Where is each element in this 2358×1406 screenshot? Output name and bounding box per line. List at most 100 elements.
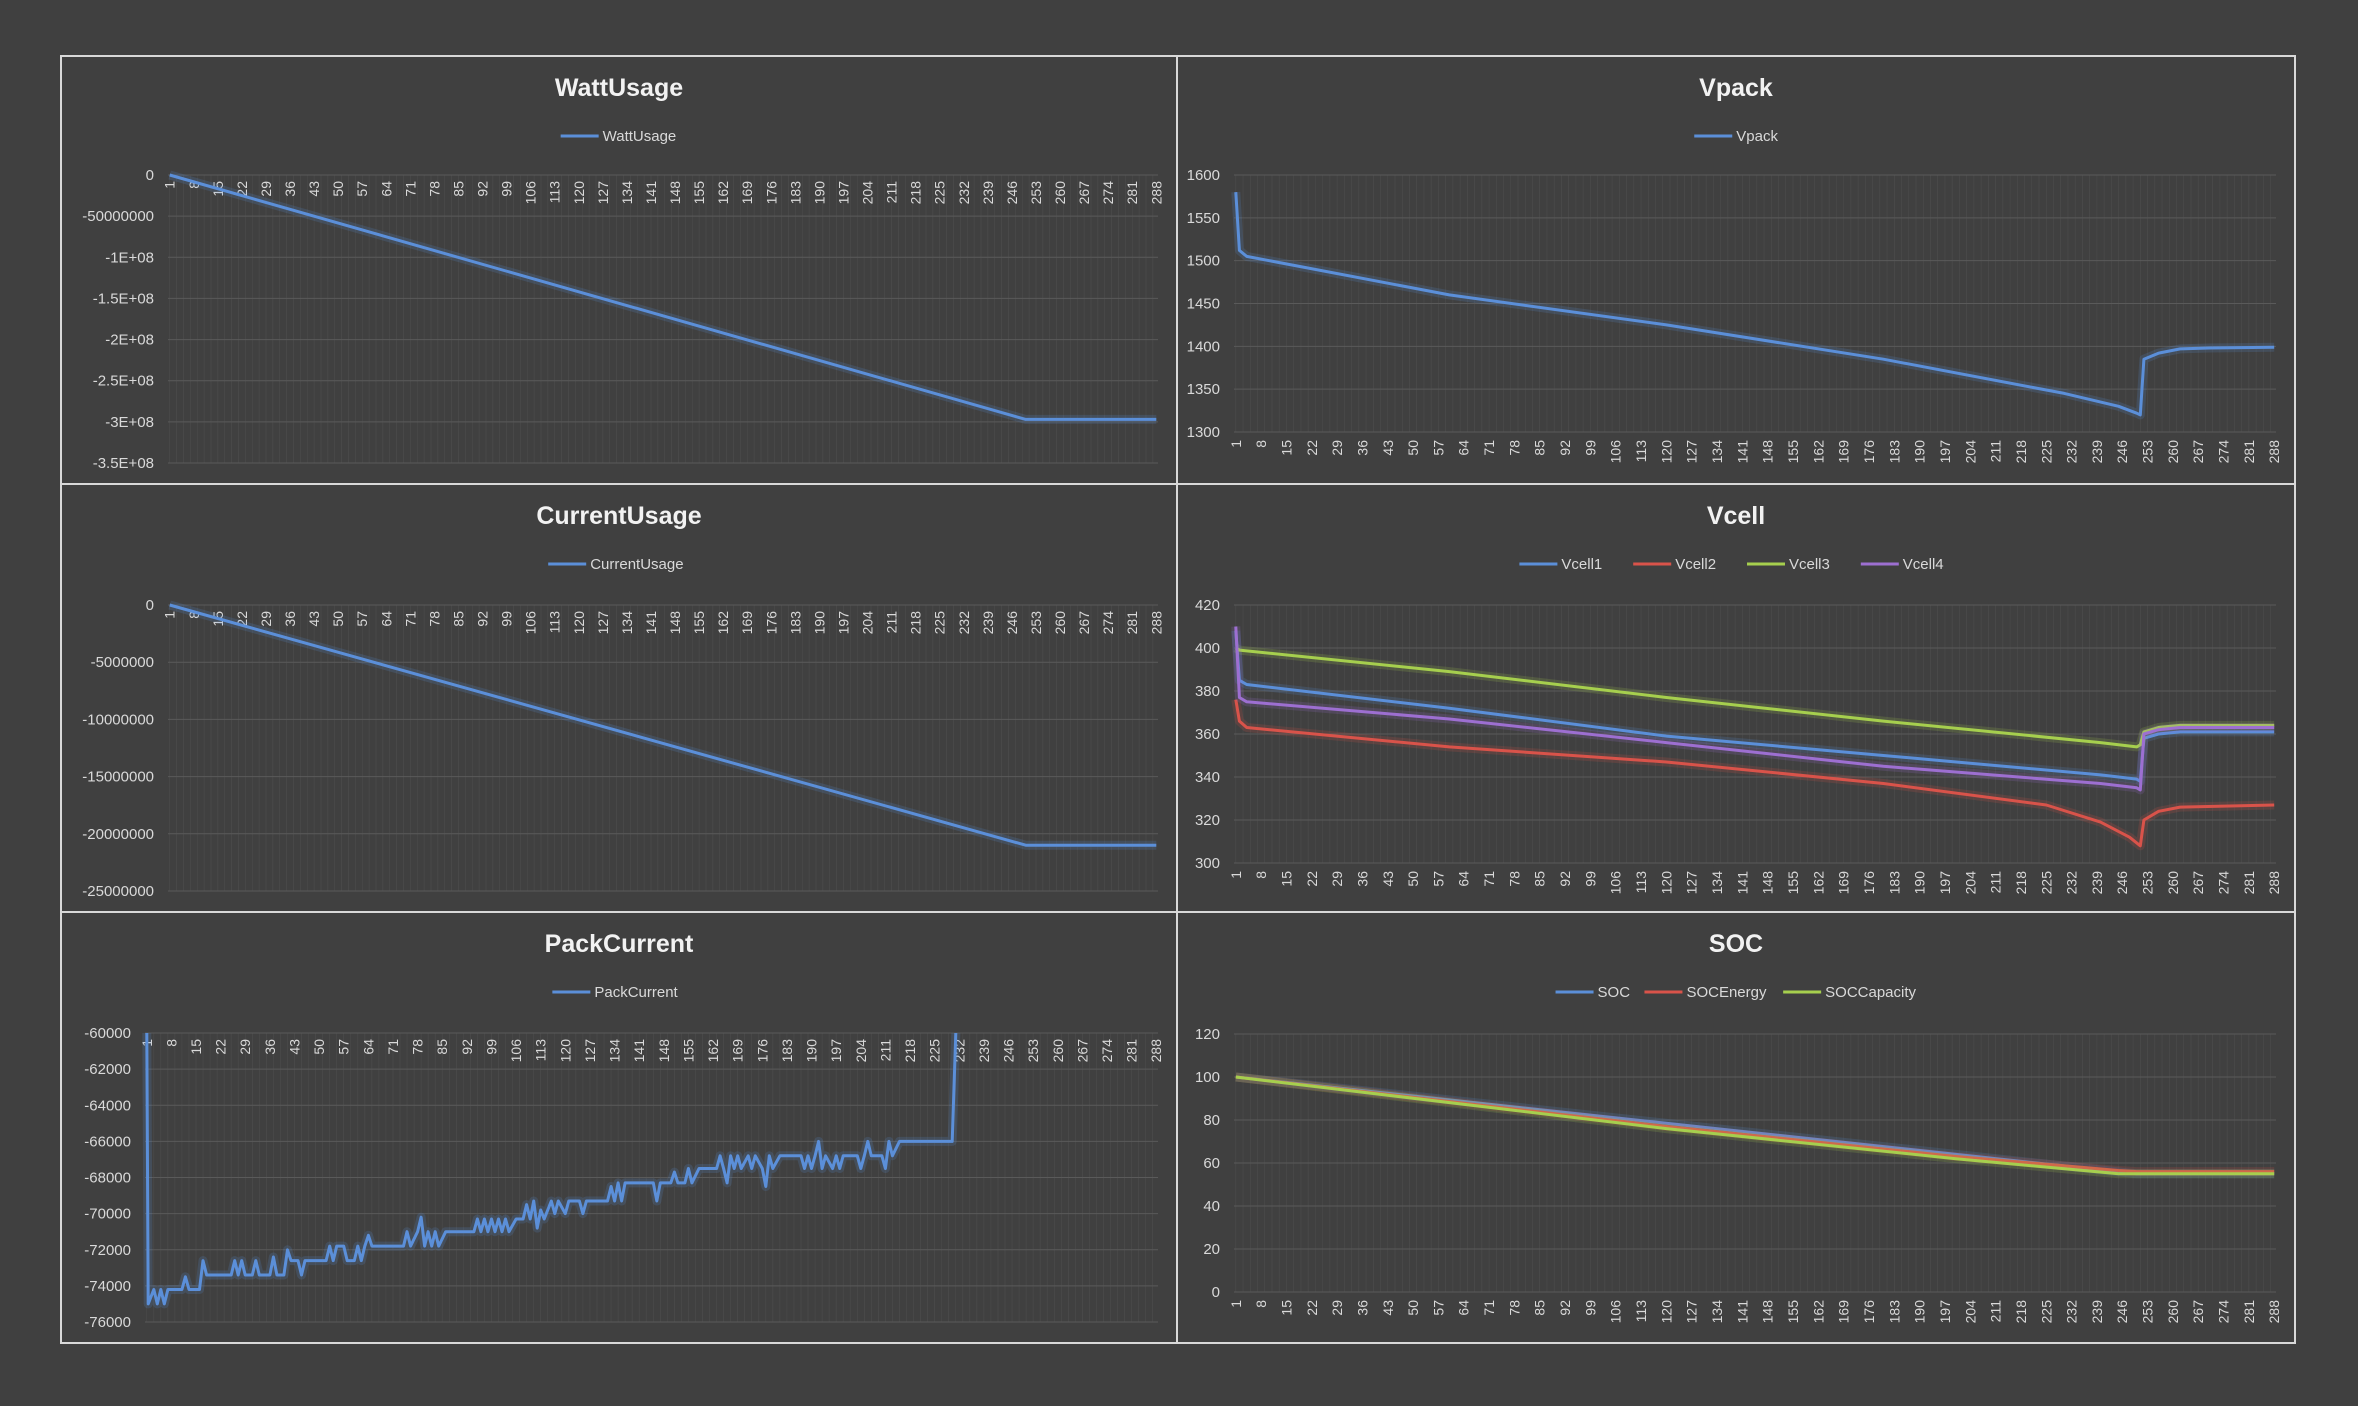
x-tick-label: 162 (1810, 1300, 1826, 1324)
x-tick-label: 281 (1124, 1039, 1140, 1063)
x-tick-label: 246 (1004, 181, 1020, 205)
y-tick-label: -3E+08 (105, 414, 154, 431)
x-tick-label: 134 (619, 611, 635, 635)
x-tick-label: 225 (932, 181, 948, 205)
x-tick-label: 127 (595, 181, 611, 205)
x-tick-label: 71 (1481, 871, 1497, 887)
x-tick-label: 162 (715, 611, 731, 635)
legend-label: SOCEnergy (1686, 984, 1767, 1001)
x-tick-label: 281 (2241, 440, 2257, 464)
chart-frame (60, 55, 1178, 485)
x-tick-label: 99 (499, 611, 515, 627)
x-tick-label: 15 (1278, 1300, 1294, 1316)
y-tick-label: -25000000 (82, 883, 154, 900)
x-tick-label: 225 (2038, 871, 2054, 895)
x-tick-label: 204 (860, 181, 876, 205)
x-tick-label: 260 (2165, 871, 2181, 895)
chart-panel-current-usage: CurrentUsage 0 -5000000 -10000000 -15000000 -… (60, 483, 1178, 913)
x-tick-label: 267 (1074, 1039, 1090, 1063)
x-tick-label: 127 (1684, 1300, 1700, 1324)
x-tick-label: 29 (258, 611, 274, 627)
x-tick-label: 183 (787, 181, 803, 205)
y-tick-label: 420 (1195, 597, 1220, 614)
x-tick-label: 239 (2089, 1300, 2105, 1324)
x-tick-label: 197 (835, 181, 851, 205)
x-tick-label: 141 (1734, 1300, 1750, 1324)
x-tick-label: 155 (691, 611, 707, 635)
x-tick-label: 50 (1405, 1300, 1421, 1316)
x-tick-label: 211 (1988, 871, 2004, 894)
x-tick-label: 253 (1025, 1039, 1041, 1063)
x-tick-label: 211 (1988, 1300, 2004, 1323)
legend-label: Vcell1 (1561, 556, 1602, 573)
x-tick-label: 85 (1532, 871, 1548, 887)
x-tick-label: 204 (1962, 871, 1978, 895)
x-tick-label: 218 (2013, 1300, 2029, 1324)
chart-frame (1176, 55, 2296, 485)
y-tick-label: -70000 (84, 1206, 131, 1223)
x-tick-label: 15 (1278, 871, 1294, 887)
x-tick-label: 113 (547, 181, 563, 204)
x-tick-label: 169 (739, 611, 755, 635)
x-tick-label: 218 (902, 1039, 918, 1063)
x-tick-label: 155 (691, 181, 707, 205)
x-tick-label: 197 (835, 611, 851, 635)
chart-frame (1176, 911, 2296, 1344)
x-tick-label: 127 (595, 611, 611, 635)
x-tick-label: 148 (656, 1039, 672, 1063)
legend-label: SOC (1598, 984, 1631, 1001)
x-tick-label: 29 (1329, 440, 1345, 456)
x-tick-label: 22 (234, 181, 250, 197)
x-tick-label: 288 (2266, 871, 2282, 895)
x-tick-label: 155 (1785, 1300, 1801, 1324)
x-tick-label: 148 (1760, 871, 1776, 895)
x-tick-label: 85 (434, 1039, 450, 1055)
legend-label: Vcell2 (1675, 556, 1716, 573)
y-tick-label: 1300 (1187, 424, 1220, 441)
x-tick-label: 162 (705, 1039, 721, 1063)
x-tick-label: 232 (2064, 871, 2080, 895)
x-tick-label: 120 (1658, 871, 1674, 895)
x-tick-label: 239 (976, 1039, 992, 1063)
y-tick-label: -60000 (84, 1025, 131, 1042)
x-tick-label: 99 (483, 1039, 499, 1055)
x-tick-label: 64 (378, 611, 394, 627)
x-tick-label: 36 (1354, 440, 1370, 456)
x-tick-label: 8 (186, 181, 202, 189)
x-tick-label: 267 (2190, 1300, 2206, 1324)
series-glow (142, 1032, 961, 1309)
x-tick-label: 204 (1962, 440, 1978, 464)
x-tick-label: 71 (1481, 440, 1497, 456)
x-tick-label: 239 (2089, 871, 2105, 895)
y-tick-label: -1.5E+08 (93, 290, 154, 307)
x-tick-label: 176 (763, 611, 779, 635)
x-tick-label: 162 (1810, 440, 1826, 464)
x-tick-label: 120 (557, 1039, 573, 1063)
x-tick-label: 260 (1052, 611, 1068, 635)
x-tick-label: 197 (1937, 871, 1953, 895)
x-tick-label: 134 (1709, 871, 1725, 895)
x-tick-label: 99 (1582, 1300, 1598, 1316)
x-tick-label: 64 (360, 1039, 376, 1055)
x-tick-label: 204 (1962, 1300, 1978, 1324)
x-tick-label: 134 (619, 181, 635, 205)
y-tick-label: 340 (1195, 769, 1220, 786)
x-tick-label: 169 (1836, 440, 1852, 464)
x-tick-label: 99 (499, 181, 515, 197)
x-tick-label: 155 (680, 1039, 696, 1063)
y-tick-label: 1600 (1187, 167, 1220, 184)
x-tick-label: 225 (2038, 440, 2054, 464)
chart-frame (60, 483, 1178, 913)
chart-title: WattUsage (555, 74, 683, 102)
x-tick-label: 127 (582, 1039, 598, 1063)
y-tick-label: -68000 (84, 1170, 131, 1187)
x-tick-label: 141 (631, 1039, 647, 1063)
x-tick-label: 253 (2140, 871, 2156, 895)
x-tick-label: 204 (860, 611, 876, 635)
x-tick-label: 71 (402, 181, 418, 197)
y-tick-label: -72000 (84, 1242, 131, 1259)
series-line-currentusage (169, 603, 1157, 847)
y-tick-label: 20 (1203, 1241, 1220, 1258)
x-tick-label: 288 (1148, 1039, 1164, 1063)
x-tick-label: 43 (1380, 440, 1396, 456)
